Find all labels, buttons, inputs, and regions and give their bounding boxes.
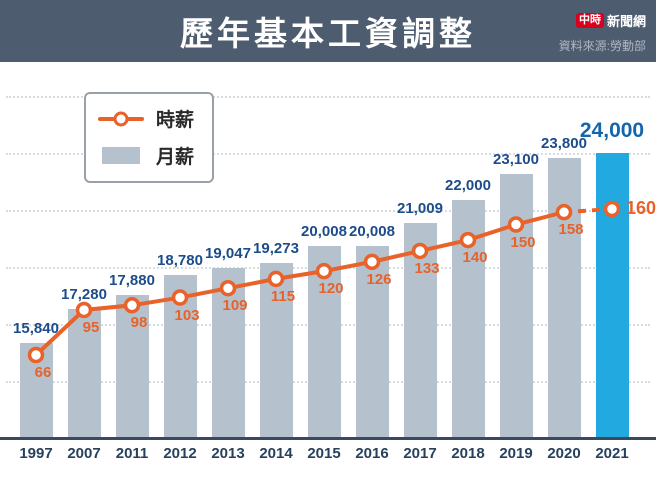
gridline (6, 153, 650, 155)
x-axis-line (0, 437, 656, 440)
hourly-value-label: 66 (34, 364, 52, 381)
page-title: 歷年基本工資調整 (180, 15, 476, 52)
bar-value-label: 17,280 (61, 286, 107, 304)
hourly-value-label: 103 (174, 306, 200, 324)
hourly-value-label: 109 (222, 297, 248, 315)
bar-2011 (115, 295, 149, 437)
bar-value-label: 23,100 (493, 150, 539, 168)
header: 歷年基本工資調整 中時 新聞網 資料來源:勞動部 (0, 0, 656, 62)
bar-value-label: 24,000 (579, 118, 645, 142)
x-axis-label: 2007 (67, 445, 101, 462)
legend-item-monthly: 月薪 (98, 142, 194, 169)
hourly-value-label: 133 (414, 259, 440, 277)
bar-value-label: 19,273 (253, 240, 299, 258)
legend-item-hourly: 時薪 (98, 105, 194, 132)
hourly-line-icon (98, 111, 144, 126)
bar-value-label: 23,800 (541, 134, 587, 152)
hourly-value-label: 140 (462, 249, 488, 267)
hourly-value-label: 120 (318, 280, 344, 298)
bar-2014 (259, 263, 293, 437)
bar-value-label: 18,780 (157, 251, 203, 269)
x-axis-label: 2012 (163, 445, 197, 462)
brand-logo-icon: 中時 (575, 13, 604, 28)
x-axis-label: 2016 (355, 445, 389, 462)
hourly-line-series (27, 200, 621, 364)
x-axis-label: 2014 (259, 445, 293, 462)
hourly-value-label: 115 (270, 287, 296, 305)
legend: 時薪 月薪 (84, 92, 215, 183)
bar-value-label: 20,008 (349, 222, 395, 240)
bar-2007 (67, 309, 101, 437)
brand-logo-text: 新聞網 (606, 14, 646, 29)
hourly-value-label: 98 (130, 314, 148, 332)
hourly-value-label: 95 (82, 318, 100, 336)
data-source-label: 資料來源:勞動部 (558, 39, 646, 53)
hourly-value-label: 158 (558, 221, 584, 239)
chart-canvas: 時薪 月薪 15,840 1997 17,280 2007 17,880 2011 18,7… (0, 62, 656, 480)
x-axis-label: 2021 (595, 445, 629, 462)
x-axis-label: 1997 (19, 445, 53, 462)
x-axis-label: 2015 (307, 445, 341, 462)
bar-value-label: 22,000 (445, 176, 491, 194)
legend-label-hourly: 時薪 (156, 110, 195, 131)
bar-value-label: 21,009 (397, 199, 443, 217)
gridline (6, 210, 650, 212)
bar-value-label: 15,840 (13, 319, 59, 337)
x-axis-label: 2017 (403, 445, 437, 462)
hourly-value-label: 150 (510, 233, 536, 251)
marker-dot-icon (113, 111, 129, 126)
x-axis-label: 2018 (451, 445, 485, 462)
x-axis-label: 2013 (211, 445, 245, 462)
x-axis-label: 2020 (547, 445, 581, 462)
x-axis-label: 2011 (115, 445, 149, 462)
monthly-bar-icon (98, 147, 144, 164)
hourly-value-label: 160 (626, 198, 656, 219)
gridline (6, 96, 650, 98)
x-axis-label: 2019 (499, 445, 533, 462)
hourly-value-label: 126 (366, 270, 392, 288)
bar-value-label: 19,047 (205, 245, 251, 263)
bar-2016 (355, 245, 389, 437)
brand-logo: 中時 新聞網 (575, 11, 646, 30)
bar-2021 (595, 152, 629, 437)
bar-value-label: 20,008 (301, 222, 347, 240)
bar-value-label: 17,880 (109, 272, 155, 290)
legend-label-monthly: 月薪 (156, 147, 195, 168)
